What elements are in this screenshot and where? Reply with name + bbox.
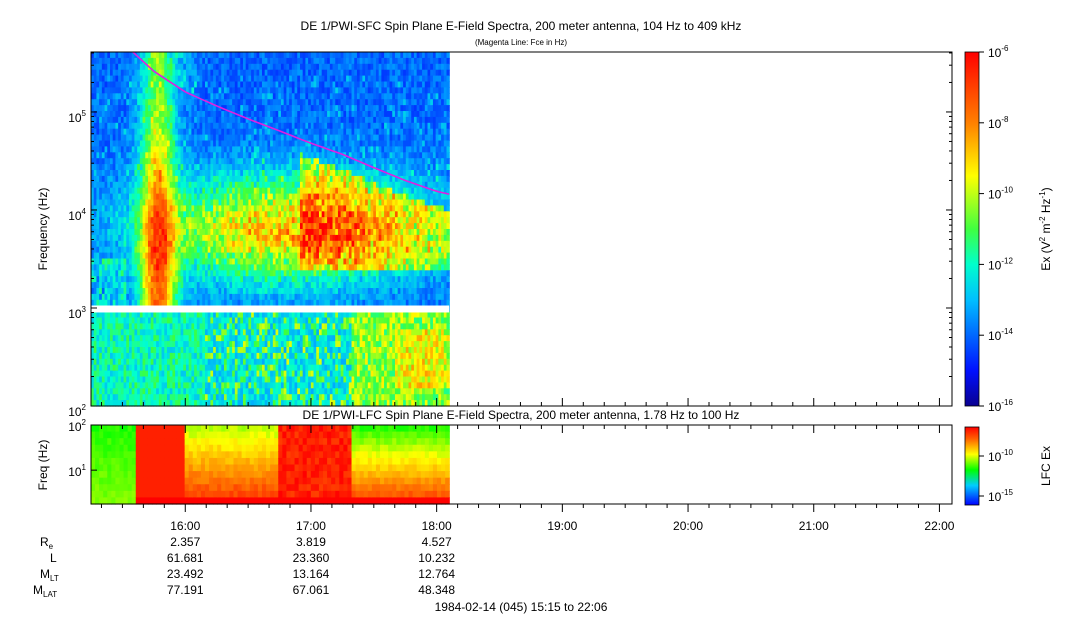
ephemeris-row-label: MLAT [33,583,57,599]
x-tick-label: 18:00 [422,519,452,533]
ephemeris-value: 3.819 [296,535,326,549]
top-spectrogram-heatmap [91,52,450,407]
colorbar-tick-label: 10-6 [988,44,1009,60]
fce-magenta-line [132,51,450,195]
x-tick-label: 22:00 [924,519,954,533]
colorbar-tick-label: 10-16 [988,398,1013,414]
ephemeris-row-label: MLT [40,567,59,583]
y-tick-label: 105 [68,109,86,125]
y-tick-label: 104 [68,207,86,223]
x-tick-label: 21:00 [799,519,829,533]
y-tick-label: 101 [68,463,86,479]
ephemeris-row-label: L [50,551,57,565]
top-chart-title: DE 1/PWI-SFC Spin Plane E-Field Spectra,… [301,19,742,33]
colorbar-tick-label: 10-10 [988,186,1013,202]
y-tick-label: 102 [68,418,86,434]
ephemeris-value: 23.492 [167,567,204,581]
ephemeris-value: 10.232 [418,551,455,565]
ephemeris-value: 23.360 [293,551,330,565]
top-heatmap-cells [91,52,450,407]
x-tick-label: 17:00 [296,519,326,533]
y-tick-label: 103 [68,305,86,321]
y-tick-label: 102 [68,403,86,419]
x-tick-label: 16:00 [170,519,200,533]
ephemeris-value: 12.764 [418,567,455,581]
bottom-colorbar-label: LFC Ex [1039,446,1053,486]
ephemeris-value: 13.164 [293,567,330,581]
ephemeris-value: 48.348 [418,583,455,597]
top-colorbar-label: Ex (V2 m-2 Hz-1) [1038,187,1053,270]
x-tick-label: 19:00 [547,519,577,533]
top-spectrogram-data-gap [91,305,450,313]
top-chart-subtitle: (Magenta Line: Fce in Hz) [475,38,567,47]
bottom-colorbar: 10-10 10-15 LFC Ex [964,426,1053,506]
ephemeris-row-label: Re [40,535,54,551]
x-tick-label: 20:00 [673,519,703,533]
colorbar-tick-label: 10-12 [988,256,1013,272]
colorbar-tick-label: 10-8 [988,115,1009,131]
bottom-y-axis-label: Freq (Hz) [36,440,50,491]
top-y-axis: 102 103 104 105 [68,52,952,419]
ephemeris-table: Re 2.357 3.819 4.527 L 61.681 23.360 10.232 MLT 2… [33,535,455,599]
time-range-footer: 1984-02-14 (045) 15:15 to 22:06 [435,600,608,614]
ephemeris-value: 61.681 [167,551,204,565]
ephemeris-value: 4.527 [422,535,452,549]
x-axis: 16:00 17:00 18:00 19:00 20:00 21:00 22:00 [100,425,955,533]
colorbar-tick-label: 10-14 [988,327,1013,343]
bottom-y-axis: 101 102 [68,418,97,479]
colorbar-tick-label: 10-15 [988,488,1013,504]
ephemeris-value: 2.357 [170,535,200,549]
bottom-spectrogram-heatmap [91,425,450,505]
top-spectrogram-panel: 102 103 104 105 [68,51,953,419]
ephemeris-value: 77.191 [167,583,204,597]
bottom-spectrogram-panel: 101 102 16:00 17:00 18:00 19:00 20:00 21:00 22:… [68,418,955,533]
bottom-heatmap-cells [91,425,450,505]
ephemeris-value: 67.061 [293,583,330,597]
bottom-chart-title: DE 1/PWI-LFC Spin Plane E-Field Spectra,… [303,408,740,422]
top-y-axis-label: Frequency (Hz) [36,188,50,271]
colorbar-tick-label: 10-10 [988,448,1013,464]
top-colorbar: 10-6 10-8 10-10 10-12 10-14 10-16 Ex (V2 m-2 … [964,44,1053,414]
